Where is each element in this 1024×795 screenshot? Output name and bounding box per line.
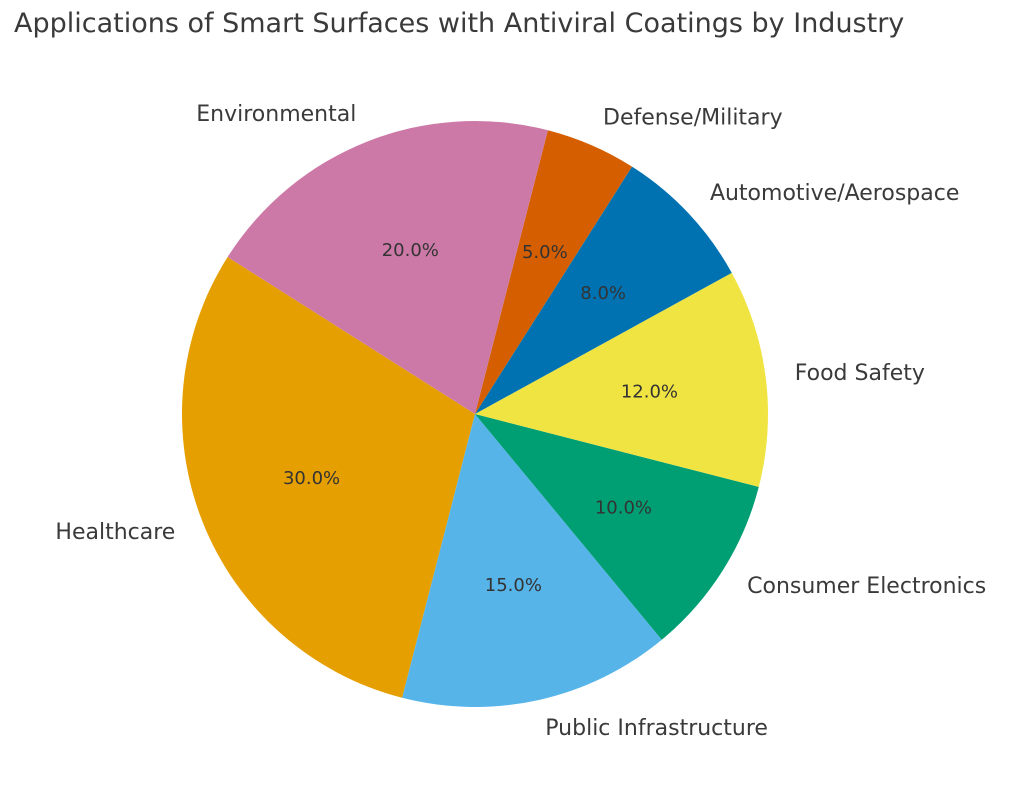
pct-label-environmental: 20.0% (382, 240, 439, 261)
pie-slice-public-infrastructure (402, 414, 662, 707)
pie-slices (181, 121, 768, 707)
slice-label-public-infrastructure: Public Infrastructure (545, 716, 768, 741)
slice-label-healthcare: Healthcare (55, 520, 175, 545)
slice-label-environmental: Environmental (196, 102, 356, 127)
pct-label-healthcare: 30.0% (283, 468, 340, 489)
pct-label-automotive-aerospace: 8.0% (580, 283, 626, 304)
pie-slice-healthcare (181, 257, 475, 698)
slice-label-automotive-aerospace: Automotive/Aerospace (710, 181, 959, 206)
pie-labels: 30.0% Healthcare 15.0% Public Infrastructur… (55, 102, 986, 741)
chart-title: Applications of Smart Surfaces with Anti… (14, 8, 905, 39)
pie-slice-defense-military (475, 130, 632, 414)
pie-slice-automotive-aerospace (475, 166, 732, 414)
pct-label-consumer-electronics: 10.0% (595, 498, 652, 519)
slice-label-defense-military: Defense/Military (603, 106, 783, 131)
slice-label-food-safety: Food Safety (795, 361, 925, 386)
pct-label-defense-military: 5.0% (522, 242, 568, 263)
pie-slice-environmental (227, 121, 548, 415)
pct-label-public-infrastructure: 15.0% (485, 575, 542, 596)
pie-slice-consumer-electronics (475, 414, 759, 640)
slice-label-consumer-electronics: Consumer Electronics (747, 574, 986, 599)
pie-slice-food-safety (475, 272, 768, 487)
pct-label-food-safety: 12.0% (621, 381, 678, 402)
